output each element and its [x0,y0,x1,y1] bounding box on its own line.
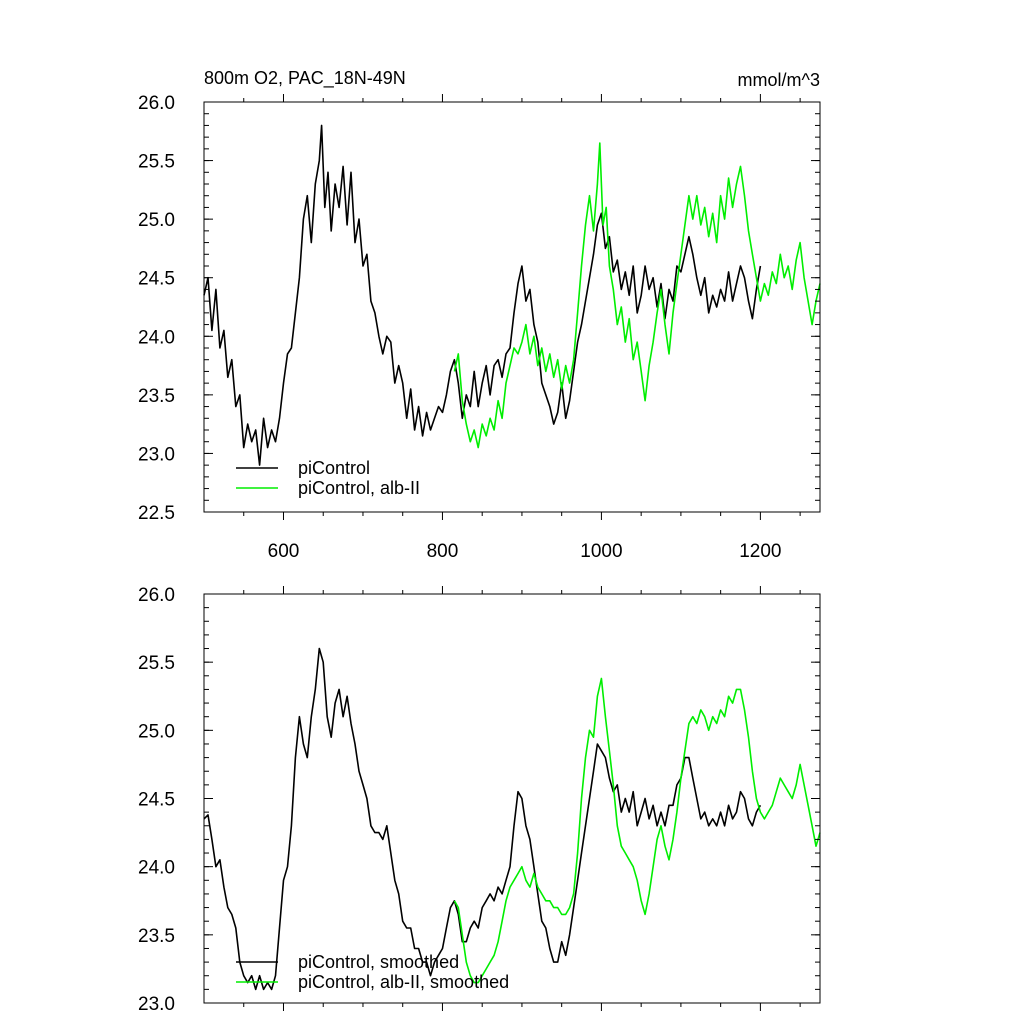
series-line-2 [453,142,821,449]
x-tick-label: 600 [268,541,300,562]
y-tick-label: 24.5 [138,269,175,290]
panel-1: 22.5 23.0 23.5 24.0 24.5 25.0 25.5 26.0 600 800 10… [138,93,821,562]
x-tick-label: 800 [427,541,459,562]
y-tick-label: 25.0 [138,721,175,742]
y-tick-label: 26.0 [138,585,175,606]
y-tick-label: 24.0 [138,327,175,348]
y-tick-label: 23.5 [138,926,175,947]
series-line-1 [203,124,762,466]
legend-label-1: piControl [298,458,370,478]
x-tick-label: 1200 [739,541,781,562]
y-tick-label: 23.0 [138,994,175,1015]
y-tick-label: 23.0 [138,444,175,465]
x-tick-label: 1000 [580,541,622,562]
y-tick-label: 23.5 [138,386,175,407]
units-label: mmol/m^3 [738,70,820,90]
panel-2: 23.0 23.5 24.0 24.5 25.0 25.5 26.0 piControl, s… [138,585,821,1015]
y-tick-label: 25.5 [138,653,175,674]
legend-label-2: piControl, alb-II [298,478,420,498]
y-tick-label: 25.5 [138,152,175,173]
plot-frame [203,593,821,1004]
legend-label-1: piControl, smoothed [298,952,459,972]
series-line-2 [453,677,821,984]
y-tick-label: 25.0 [138,210,175,231]
series-line-1 [203,647,762,991]
legend-label-2: piControl, alb-II, smoothed [298,972,509,992]
y-tick-label: 24.5 [138,790,175,811]
plot-frame [203,101,821,513]
chart-title: 800m O2, PAC_18N-49N [204,68,406,89]
y-tick-label: 26.0 [138,93,175,114]
y-tick-label: 22.5 [138,503,175,524]
y-tick-label: 24.0 [138,858,175,879]
